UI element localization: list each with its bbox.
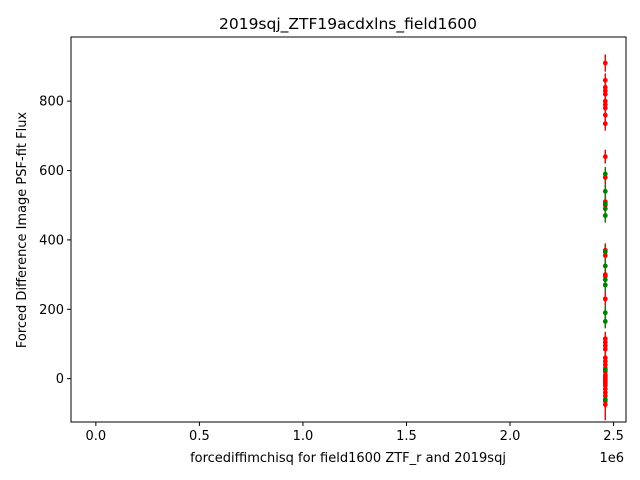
data-point (602, 277, 608, 283)
x-tick-label: 1.0 (293, 429, 314, 444)
data-point (602, 393, 608, 399)
data-point (602, 105, 608, 111)
x-tick-label: 0.5 (189, 429, 210, 444)
y-tick-label: 0 (56, 372, 64, 387)
data-point (602, 213, 608, 219)
data-point (602, 273, 608, 279)
data-point (602, 383, 608, 388)
data-point (602, 390, 608, 395)
data-point (602, 91, 608, 97)
plot-marks (602, 54, 608, 421)
data-point (602, 60, 608, 66)
data-point (602, 402, 608, 408)
y-tick-label: 800 (39, 95, 64, 110)
x-tick-label: 0.0 (86, 429, 107, 444)
data-point (602, 310, 608, 316)
data-point (602, 346, 608, 352)
data-point (602, 362, 608, 368)
data-point (602, 263, 608, 269)
data-point (602, 175, 608, 180)
x-tick-label: 1.5 (396, 429, 417, 444)
y-axis: 0 200 400 600 800 (39, 95, 71, 387)
chart-title: 2019sqj_ZTF19acdxlns_field1600 (219, 15, 477, 34)
y-tick-label: 400 (39, 233, 64, 248)
data-point (602, 355, 608, 361)
data-point (602, 206, 608, 212)
plot-frame (70, 36, 627, 423)
data-point (602, 336, 608, 342)
data-point (602, 84, 608, 90)
x-tick-label: 2.5 (603, 429, 624, 444)
data-point (602, 282, 608, 288)
data-point (602, 397, 608, 402)
data-point (602, 358, 608, 364)
y-tick-label: 600 (39, 164, 64, 179)
data-point (602, 112, 608, 118)
data-point (602, 249, 608, 255)
y-axis-title: Forced Difference Image PSF-fit Flux (15, 112, 30, 349)
series-2-points (602, 171, 608, 402)
data-point (602, 367, 608, 373)
data-point (602, 386, 608, 392)
data-point (602, 296, 608, 302)
x-axis-offset-label: 1e6 (599, 451, 624, 466)
data-point (602, 154, 608, 160)
x-axis-title: forcediffimchisq for field1600 ZTF_r and… (190, 451, 506, 466)
data-point (602, 253, 608, 258)
data-point (602, 88, 608, 94)
x-tick-label: 2.0 (500, 429, 521, 444)
data-point (602, 102, 608, 108)
data-point (602, 121, 608, 127)
data-point (602, 98, 608, 104)
data-point (602, 77, 608, 83)
data-point (602, 188, 608, 194)
data-point (602, 339, 608, 345)
y-tick-label: 200 (39, 303, 64, 318)
data-point (602, 343, 608, 349)
data-point (602, 201, 608, 206)
data-point (602, 171, 608, 177)
x-axis: 0.0 0.5 1.0 1.5 2.0 2.5 (86, 422, 624, 444)
data-point (602, 319, 608, 324)
